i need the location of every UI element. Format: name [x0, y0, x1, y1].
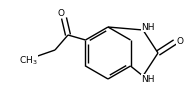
Text: NH: NH — [141, 75, 155, 84]
Text: O: O — [177, 38, 184, 47]
Text: CH$_3$: CH$_3$ — [19, 55, 37, 67]
Text: NH: NH — [141, 22, 155, 31]
Text: O: O — [58, 8, 64, 17]
